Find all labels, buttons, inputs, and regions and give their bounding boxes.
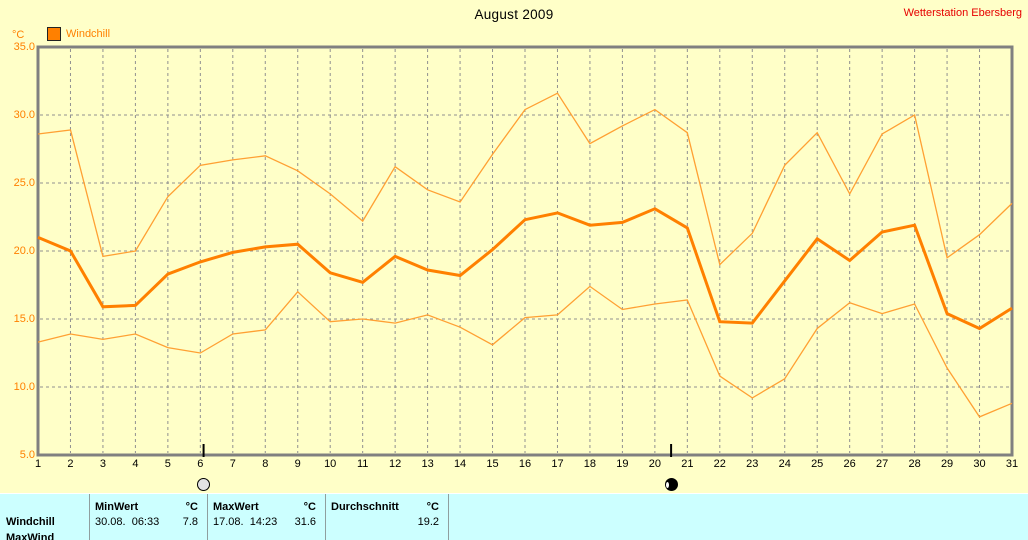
windchill-row-label: Windchill (6, 515, 55, 528)
new-moon-icon (664, 478, 678, 491)
maxwert-cell: 17.08. 14:23 31.6 (207, 514, 325, 529)
page-title: August 2009 (474, 7, 554, 22)
x-axis-tick-label: 12 (389, 458, 402, 470)
y-axis-tick-label: 30.0 (13, 109, 35, 121)
x-axis-tick-label: 4 (132, 458, 139, 470)
x-axis-tick-label: 10 (324, 458, 337, 470)
y-axis-tick-label: 20.0 (13, 245, 35, 257)
x-axis-tick-label: 2 (67, 458, 74, 470)
maxwert-time: 17.08. 14:23 (213, 515, 278, 528)
series-line-max (37, 92, 1013, 266)
maxwert-value: 31.6 (294, 515, 316, 528)
x-axis-tick-label: 11 (356, 458, 369, 470)
full-moon-icon (197, 478, 211, 491)
next-table-row-clipped: MaxWind (0, 530, 89, 540)
legend-label: Windchill (66, 28, 111, 40)
x-axis-tick-label: 8 (262, 458, 269, 470)
windchill-legend-swatch-icon (47, 27, 61, 41)
durchschnitt-header-label: Durchschnitt (331, 500, 399, 513)
minwert-time: 30.08. 06:33 (95, 515, 160, 528)
x-axis-tick-label: 23 (746, 458, 759, 470)
durchschnitt-header-unit: °C (426, 500, 439, 513)
series-line-min (37, 285, 1013, 418)
x-axis-tick-label: 25 (811, 458, 824, 470)
maxwert-header-label: MaxWert (213, 500, 259, 513)
durchschnitt-value: 19.2 (417, 515, 439, 528)
maxwert-header-unit: °C (303, 500, 316, 513)
x-axis-tick-label: 29 (940, 458, 954, 470)
durchschnitt-cell: 19.2 (325, 514, 448, 529)
minwert-value: 7.8 (182, 515, 198, 528)
y-axis-tick-label: 35.0 (13, 41, 35, 53)
x-axis-tick-label: 1 (34, 458, 42, 470)
y-axis-tick-label: 10.0 (13, 381, 35, 393)
x-axis-tick-label: 28 (908, 458, 921, 470)
table-row-label: Windchill (0, 514, 89, 529)
x-axis-tick-label: 17 (551, 458, 564, 470)
stats-table: MinWert °C MaxWert °C Durchschnitt °C Wi… (0, 493, 1028, 540)
plot-border (36, 45, 1014, 457)
y-axis-unit-label: °C (12, 29, 25, 41)
table-divider (325, 494, 326, 540)
x-axis-tick-label: 7 (229, 458, 236, 470)
table-divider (448, 494, 449, 540)
x-axis-tick-label: 26 (843, 458, 856, 470)
x-axis-tick-label: 24 (778, 458, 791, 470)
series-line-windchill-mean (37, 207, 1013, 331)
station-name: Wetterstation Ebersberg (903, 7, 1022, 19)
minwert-header-label: MinWert (95, 500, 139, 513)
x-axis-tick-label: 21 (681, 458, 694, 470)
minwert-header-unit: °C (185, 500, 198, 513)
minwert-cell: 30.08. 06:33 7.8 (89, 514, 207, 529)
x-axis-tick-label: 18 (583, 458, 597, 470)
x-axis-tick-label: 22 (713, 458, 726, 470)
x-axis-tick-label: 14 (453, 458, 467, 470)
x-axis-tick-label: 9 (294, 458, 301, 470)
durchschnitt-header: Durchschnitt °C (325, 499, 448, 514)
x-axis-tick-label: 27 (876, 458, 889, 470)
maxwert-header: MaxWert °C (207, 499, 325, 514)
x-axis-tick-label: 3 (99, 458, 106, 470)
x-axis-tick-label: 16 (518, 458, 532, 470)
y-axis-tick-label: 15.0 (13, 313, 35, 325)
x-axis-tick-label: 20 (648, 458, 661, 470)
chart-legend: Windchill (47, 27, 110, 41)
x-axis-tick-label: 31 (1005, 458, 1019, 470)
x-axis-tick-label: 15 (486, 458, 499, 470)
y-axis-tick-label: 5.0 (19, 449, 35, 461)
x-axis-tick-label: 30 (973, 458, 986, 470)
next-row-label: MaxWind (6, 531, 55, 540)
table-divider (207, 494, 208, 540)
minwert-header: MinWert °C (89, 499, 207, 514)
x-axis-tick-label: 5 (164, 458, 171, 470)
x-axis-tick-label: 6 (197, 458, 204, 470)
x-axis-tick-label: 13 (421, 458, 434, 470)
table-divider (89, 494, 90, 540)
x-axis-tick-label: 19 (616, 458, 629, 470)
y-axis-tick-label: 25.0 (13, 177, 35, 189)
